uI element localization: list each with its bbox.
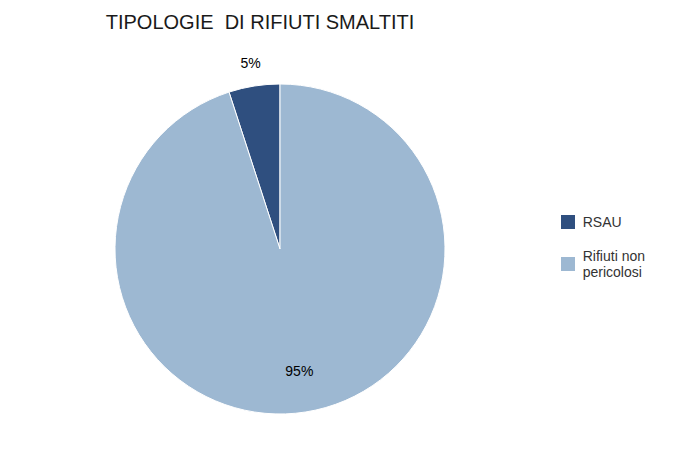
html-text:Rifiuti non pericolosi: Rifiuti non pericolosi — [582, 248, 645, 280]
html-text:TIPOLOGIE DI RIFIUTI SMALTITI: TIPOLOGIE DI RIFIUTI SMALTITI — [105, 11, 415, 33]
html-text:RSAU: RSAU — [582, 214, 622, 230]
svg-text:5%: 5% — [240, 55, 260, 71]
svg-text:95%: 95% — [285, 363, 313, 379]
